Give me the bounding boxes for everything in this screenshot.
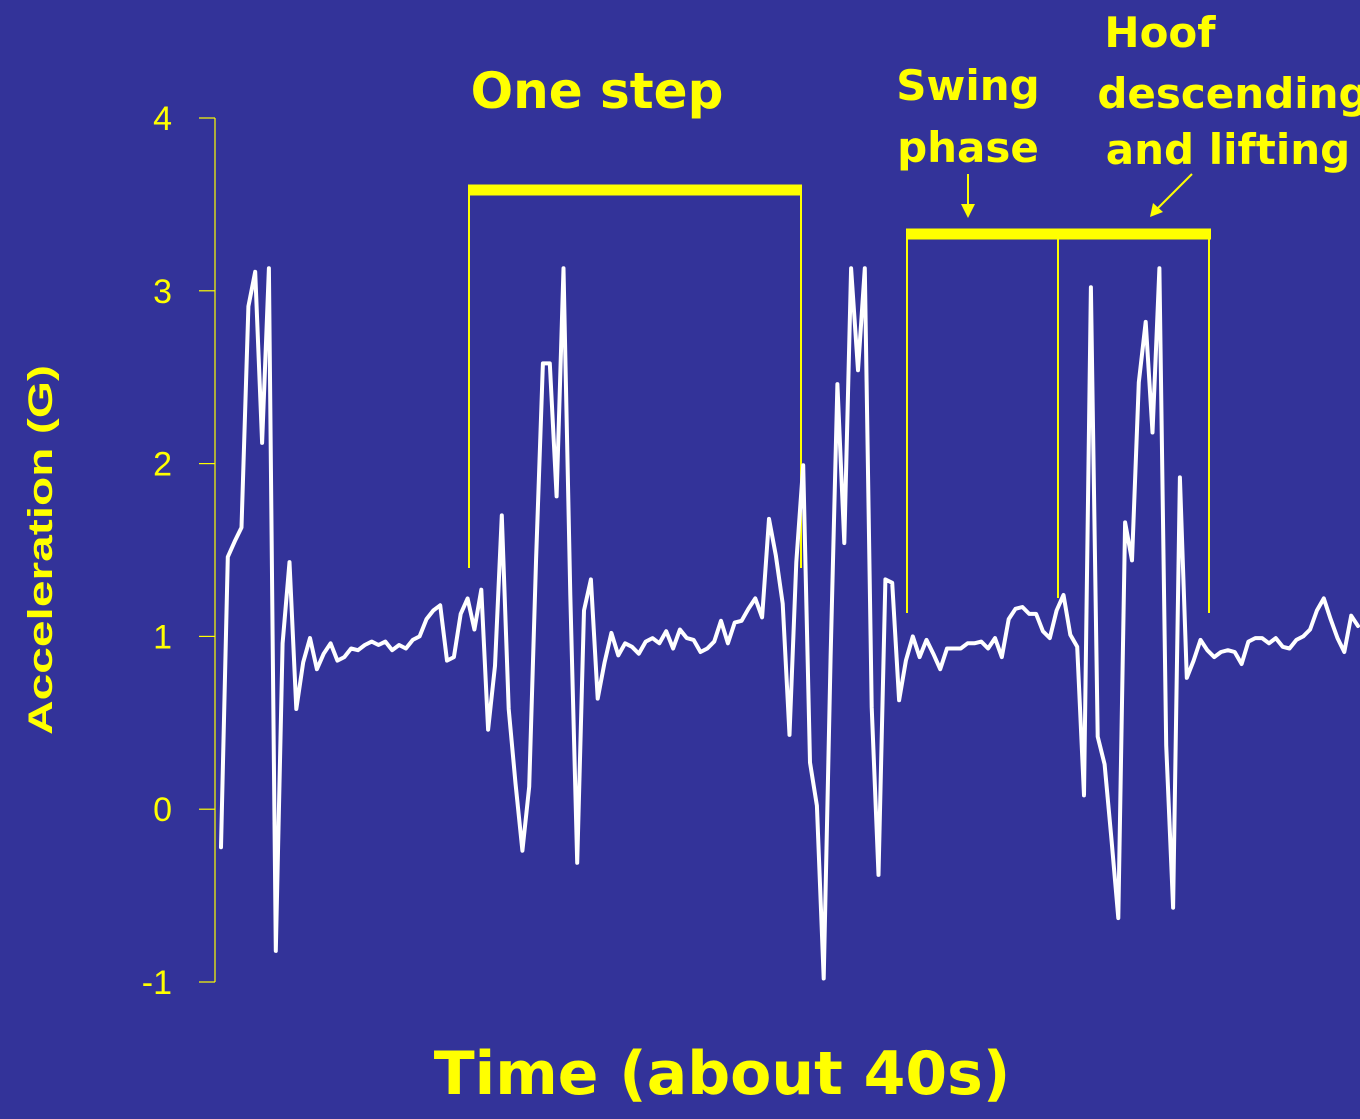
y-tick-label: 0 <box>153 791 172 829</box>
hoof-label-line3: and lifting <box>1106 125 1350 174</box>
hoof-arrow-icon <box>1150 173 1193 217</box>
y-tick-label: -1 <box>142 964 172 1002</box>
y-tick-label: 4 <box>153 100 172 138</box>
y-tick-label: 1 <box>153 618 172 656</box>
hoof-label-line2: descending <box>1097 69 1360 118</box>
phase-bracket <box>906 228 1211 613</box>
x-axis-label: Time (about 40s) <box>434 1039 1011 1109</box>
one-step-bracket <box>468 184 802 568</box>
y-axis-label: Acceleration (G) <box>22 365 60 735</box>
swing-arrow-icon <box>961 174 975 218</box>
hoof-label-line1: Hoof <box>1104 8 1216 57</box>
swing-phase-label-line2: phase <box>897 123 1039 172</box>
y-tick-label: 3 <box>153 273 172 311</box>
one-step-label: One step <box>471 62 724 120</box>
series-line <box>219 266 1360 981</box>
y-tick-label: 2 <box>153 446 172 484</box>
swing-phase-label-line1: Swing <box>896 61 1039 110</box>
